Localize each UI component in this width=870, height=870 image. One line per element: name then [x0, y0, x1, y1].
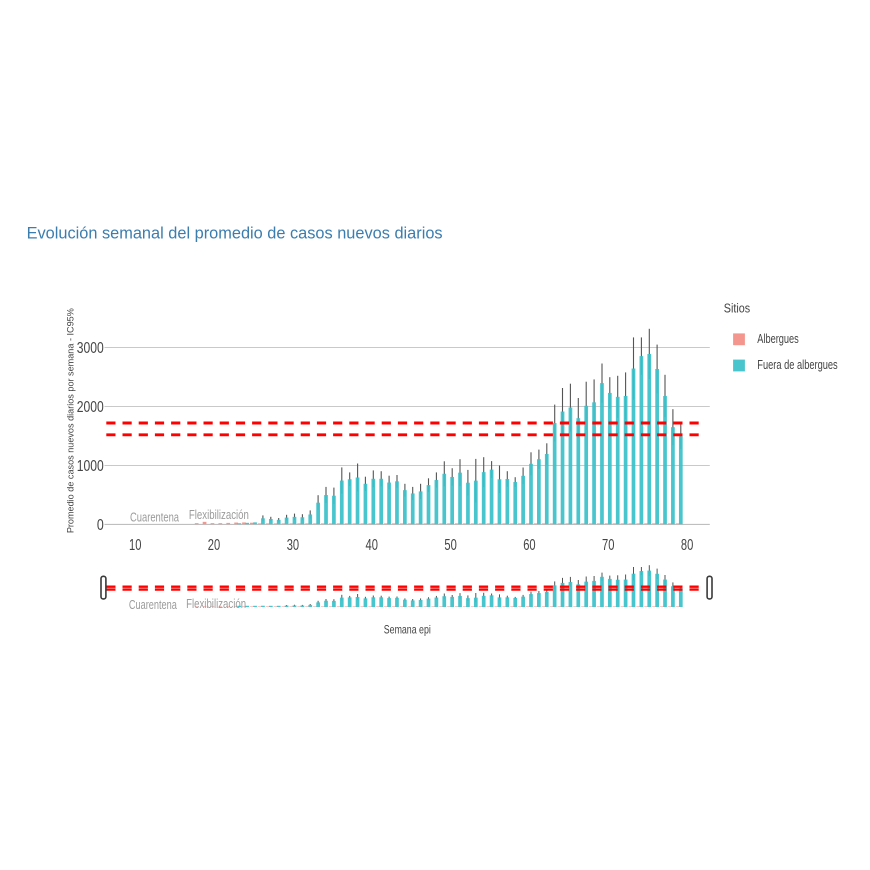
svg-text:Sitios: Sitios: [724, 301, 750, 316]
svg-text:40: 40: [366, 537, 378, 554]
svg-text:30: 30: [287, 537, 299, 554]
svg-text:Evolución semanal del promedio: Evolución semanal del promedio de casos …: [27, 224, 443, 242]
svg-text:60: 60: [523, 537, 535, 554]
svg-text:Flexibilización: Flexibilización: [189, 507, 249, 522]
svg-text:Cuarentena: Cuarentena: [129, 597, 178, 612]
svg-text:80: 80: [681, 537, 693, 554]
svg-text:Flexibilización: Flexibilización: [186, 596, 246, 611]
svg-text:Fuera de albergues: Fuera de albergues: [757, 358, 837, 372]
svg-text:2000: 2000: [77, 399, 104, 416]
svg-text:Albergues: Albergues: [757, 332, 799, 346]
svg-text:0: 0: [97, 517, 104, 534]
svg-text:1000: 1000: [77, 458, 104, 475]
svg-text:Promedio de casos nuevos diari: Promedio de casos nuevos diarios por sem…: [65, 308, 75, 533]
svg-text:50: 50: [444, 537, 456, 554]
svg-text:10: 10: [129, 537, 141, 554]
svg-text:20: 20: [208, 537, 220, 554]
svg-text:Cuarentena: Cuarentena: [130, 509, 180, 524]
svg-text:3000: 3000: [77, 340, 104, 357]
svg-text:70: 70: [602, 537, 614, 554]
svg-text:Semana epi: Semana epi: [384, 623, 431, 637]
